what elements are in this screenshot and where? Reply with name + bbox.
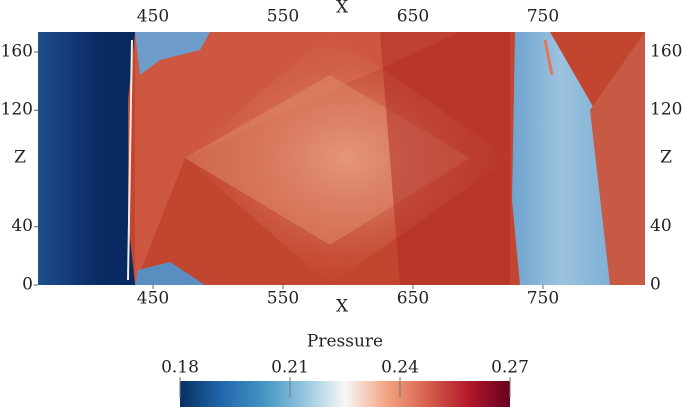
y-tick-label: 160 bbox=[650, 41, 682, 61]
x-tick-label: 650 bbox=[397, 7, 429, 27]
x-tick-label: 650 bbox=[397, 289, 429, 309]
x-tick-label: 750 bbox=[527, 7, 559, 27]
x-axis-label: X bbox=[336, 0, 349, 18]
x-tick-label: 450 bbox=[137, 7, 169, 27]
colorbar bbox=[180, 381, 510, 407]
colorbar-tick-label: 0.18 bbox=[161, 358, 199, 378]
y-axis-label: Z bbox=[660, 148, 672, 168]
y-tick-label: 120 bbox=[650, 100, 682, 120]
y-tick-label: 0 bbox=[22, 275, 33, 295]
x-tick-label: 450 bbox=[137, 289, 169, 309]
pressure-field bbox=[38, 32, 645, 285]
x-tick-label: 550 bbox=[267, 7, 299, 27]
y-tick-label: 160 bbox=[1, 41, 33, 61]
y-axis-label: Z bbox=[14, 148, 26, 168]
y-tick-label: 40 bbox=[650, 216, 672, 236]
x-tick-label: 750 bbox=[527, 289, 559, 309]
colorbar-tick-label: 0.27 bbox=[491, 358, 529, 378]
y-tick-label: 40 bbox=[11, 216, 33, 236]
x-axis-label: X bbox=[336, 297, 349, 317]
colorbar-tick-label: 0.24 bbox=[381, 358, 419, 378]
colorbar-tick-label: 0.21 bbox=[271, 358, 309, 378]
x-tick-label: 550 bbox=[267, 289, 299, 309]
y-tick-label: 120 bbox=[1, 100, 33, 120]
y-tick-label: 0 bbox=[650, 275, 661, 295]
colorbar-title: Pressure bbox=[307, 332, 383, 352]
